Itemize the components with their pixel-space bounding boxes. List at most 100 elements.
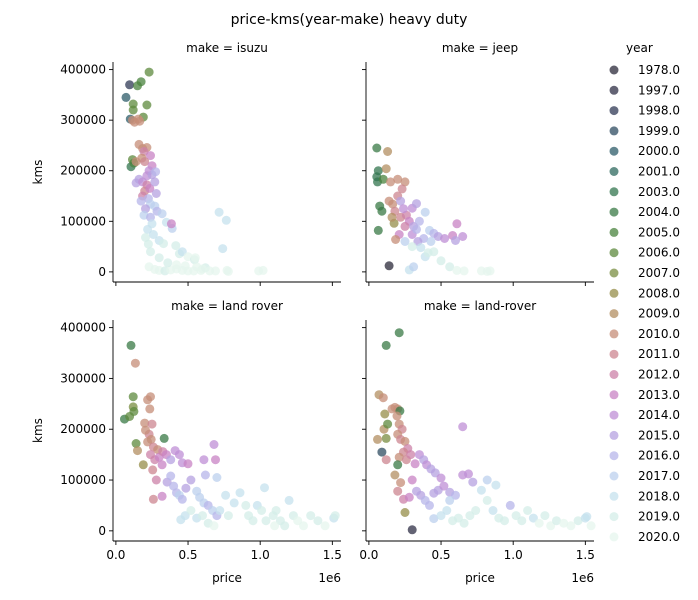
data-point xyxy=(400,508,410,517)
data-point xyxy=(528,513,538,523)
data-point xyxy=(559,518,569,528)
data-point xyxy=(414,216,424,226)
legend-label: 2015.0 xyxy=(638,428,680,442)
legend-label: 1998.0 xyxy=(638,104,680,118)
data-point xyxy=(131,439,141,448)
legend-marker xyxy=(609,370,619,379)
data-point xyxy=(445,495,455,505)
legend-marker xyxy=(609,309,619,319)
legend-marker xyxy=(609,268,619,278)
data-point xyxy=(200,470,210,480)
legend-marker xyxy=(609,65,619,75)
data-point xyxy=(383,147,393,156)
y-tick-label: 200000 xyxy=(60,422,106,436)
data-point xyxy=(378,393,388,403)
legend-item: 2005.0 xyxy=(609,225,680,239)
legend-item: 2008.0 xyxy=(609,286,680,300)
panel-title: make = isuzu xyxy=(186,41,268,55)
data-point xyxy=(452,219,462,229)
legend-item: 2016.0 xyxy=(609,449,680,463)
data-point xyxy=(211,455,220,465)
data-point xyxy=(409,262,419,272)
data-point xyxy=(566,521,576,531)
legend-marker xyxy=(609,248,619,258)
data-point xyxy=(400,221,410,231)
data-point xyxy=(330,511,340,521)
panel-2: make = land rover 0 100000 200000 300000 4000… xyxy=(31,299,342,585)
y-tick-label: 300000 xyxy=(60,113,106,127)
data-point xyxy=(425,500,434,510)
data-point xyxy=(464,469,473,479)
legend-item: 2000.0 xyxy=(609,144,680,158)
legend-marker xyxy=(609,349,619,359)
data-point xyxy=(221,215,231,225)
legend-item: 2013.0 xyxy=(609,388,680,402)
legend-label: 1999.0 xyxy=(638,124,680,138)
legend-marker xyxy=(609,430,619,440)
data-point xyxy=(235,488,245,498)
data-point xyxy=(396,196,406,206)
data-point xyxy=(410,459,420,469)
data-point xyxy=(426,237,436,246)
scatter-points xyxy=(120,340,340,531)
data-point xyxy=(540,511,550,521)
legend-label: 2009.0 xyxy=(638,307,680,321)
y-axis-label: kms xyxy=(31,418,45,443)
data-point xyxy=(223,511,233,521)
data-point xyxy=(293,516,303,526)
y-tick-label: 0 xyxy=(98,524,106,538)
data-point xyxy=(284,495,294,505)
legend-marker xyxy=(609,187,619,197)
data-point xyxy=(166,471,176,481)
data-point xyxy=(214,207,224,217)
data-point xyxy=(186,506,196,515)
data-point xyxy=(159,433,169,443)
data-point xyxy=(258,265,268,275)
data-point xyxy=(458,232,468,241)
data-point xyxy=(141,425,150,435)
data-point xyxy=(397,184,407,194)
legend-item: 2019.0 xyxy=(609,510,680,524)
data-point xyxy=(177,494,187,504)
data-point xyxy=(145,183,155,193)
data-point xyxy=(392,411,402,421)
legend-item: 2015.0 xyxy=(609,428,680,442)
data-point xyxy=(128,392,138,402)
scatter-points xyxy=(372,143,495,276)
legend-marker xyxy=(609,146,619,156)
x-tick-label: 1.0 xyxy=(504,548,523,562)
y-tick-label: 100000 xyxy=(60,473,106,487)
data-point xyxy=(140,157,150,167)
data-point xyxy=(157,209,167,219)
data-point xyxy=(146,247,155,257)
data-point xyxy=(157,460,167,470)
data-point xyxy=(381,455,391,465)
data-point xyxy=(534,518,544,528)
legend-item: 2018.0 xyxy=(609,489,680,503)
x-tick-label: 1.5 xyxy=(323,548,342,562)
data-point xyxy=(552,516,561,526)
legend-label: 2017.0 xyxy=(638,469,680,483)
legend-marker xyxy=(609,532,619,542)
legend-label: 2007.0 xyxy=(638,266,680,280)
data-point xyxy=(442,506,452,515)
data-point xyxy=(468,477,478,487)
data-point xyxy=(151,189,161,198)
data-point xyxy=(154,253,164,263)
y-tick-label: 300000 xyxy=(60,371,106,385)
data-point xyxy=(436,511,446,521)
legend-title: year xyxy=(626,41,653,55)
x-tick-label: 0.5 xyxy=(431,548,450,562)
data-point xyxy=(445,262,455,272)
legend-label: 2018.0 xyxy=(638,489,680,503)
data-point xyxy=(387,212,397,222)
legend-item: 2004.0 xyxy=(609,205,680,219)
y-axis-label: kms xyxy=(31,160,45,185)
data-point xyxy=(451,490,460,500)
x-axis-label: price xyxy=(212,571,242,585)
legend-label: 2011.0 xyxy=(638,347,680,361)
data-point xyxy=(218,244,228,254)
legend-item: 1978.0 xyxy=(609,63,680,77)
legend-marker xyxy=(609,390,619,400)
data-point xyxy=(391,235,401,244)
